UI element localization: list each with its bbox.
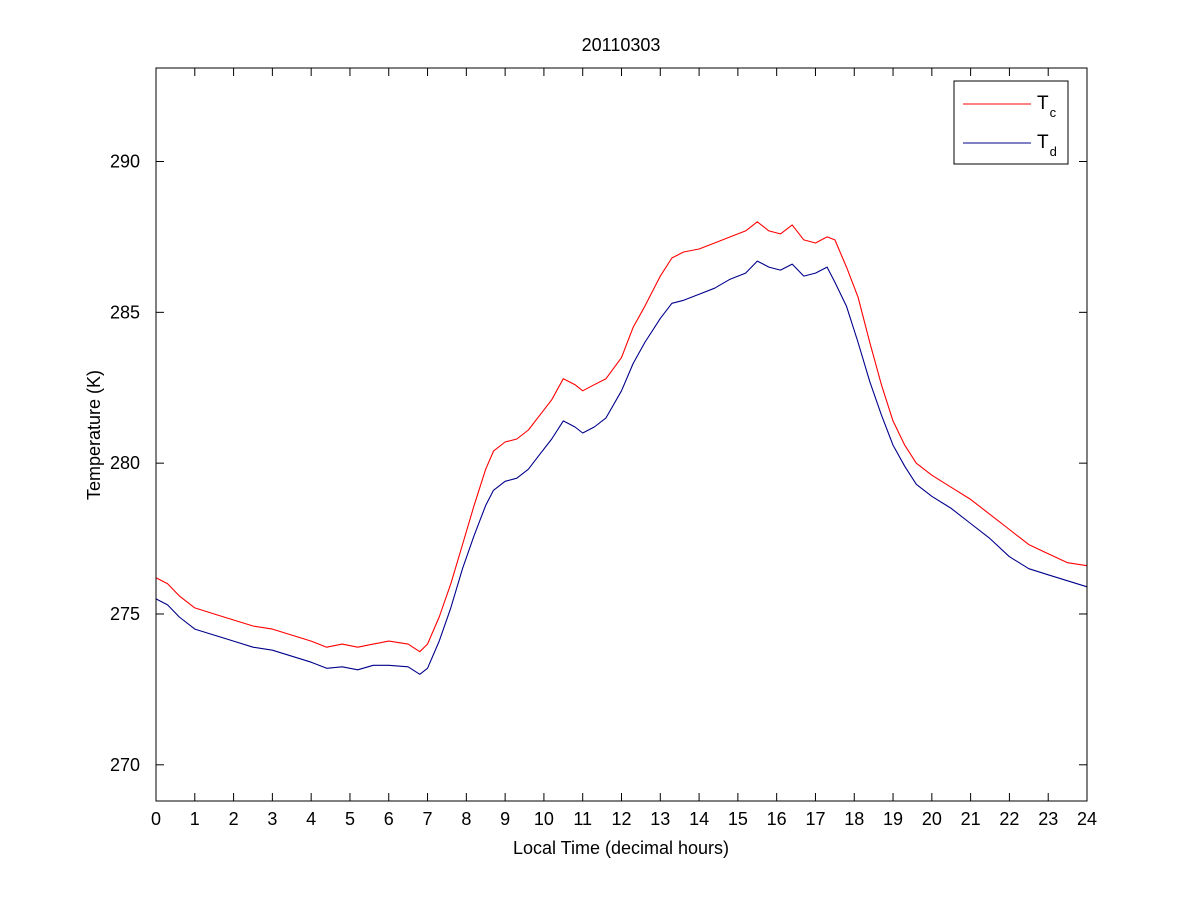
x-tick-label: 20	[922, 809, 942, 829]
x-tick-label: 2	[229, 809, 239, 829]
legend-box	[953, 80, 1069, 165]
legend-label-tc: Tc	[1037, 93, 1057, 120]
x-tick-label: 3	[267, 809, 277, 829]
y-tick-label: 290	[110, 152, 140, 172]
x-tick-label: 16	[767, 809, 787, 829]
series-layer	[155, 221, 1088, 675]
y-tick-label: 285	[110, 302, 140, 322]
y-axis-ticks: 270 275 280 285 290	[110, 152, 1087, 775]
series-line-c	[155, 221, 1088, 653]
x-tick-label: 23	[1038, 809, 1058, 829]
y-tick-label: 270	[110, 755, 140, 775]
x-tick-label: 1	[190, 809, 200, 829]
x-tick-label: 9	[500, 809, 510, 829]
y-tick-label: 280	[110, 453, 140, 473]
x-tick-label: 17	[805, 809, 825, 829]
x-tick-label: 15	[728, 809, 748, 829]
x-tick-label: 5	[345, 809, 355, 829]
x-tick-label: 10	[534, 809, 554, 829]
legend: Tc Td	[953, 80, 1069, 165]
y-axis-label: Temperature (K)	[84, 370, 104, 500]
plot-area	[156, 68, 1087, 801]
x-tick-label: 21	[961, 809, 981, 829]
x-tick-label: 14	[689, 809, 709, 829]
x-tick-label: 6	[384, 809, 394, 829]
series-line-d	[155, 260, 1088, 675]
x-tick-label: 12	[611, 809, 631, 829]
y-tick-label: 275	[110, 604, 140, 624]
x-axis-ticks: 0 1 2 3 4 5 6 7 8 9 10 11 12 13 14 15 16 17 18 19 20 21 22 23 24	[151, 68, 1097, 829]
chart-title: 20110303	[582, 35, 661, 55]
x-tick-label: 7	[423, 809, 433, 829]
x-axis-label: Local Time (decimal hours)	[513, 838, 729, 858]
x-tick-label: 11	[573, 809, 592, 829]
x-tick-label: 24	[1077, 809, 1097, 829]
x-tick-label: 4	[306, 809, 316, 829]
x-tick-label: 0	[151, 809, 161, 829]
x-tick-label: 18	[844, 809, 864, 829]
x-tick-label: 13	[650, 809, 670, 829]
x-tick-label: 22	[999, 809, 1019, 829]
legend-label-td: Td	[1037, 132, 1057, 159]
x-tick-label: 8	[461, 809, 471, 829]
x-tick-label: 19	[883, 809, 903, 829]
